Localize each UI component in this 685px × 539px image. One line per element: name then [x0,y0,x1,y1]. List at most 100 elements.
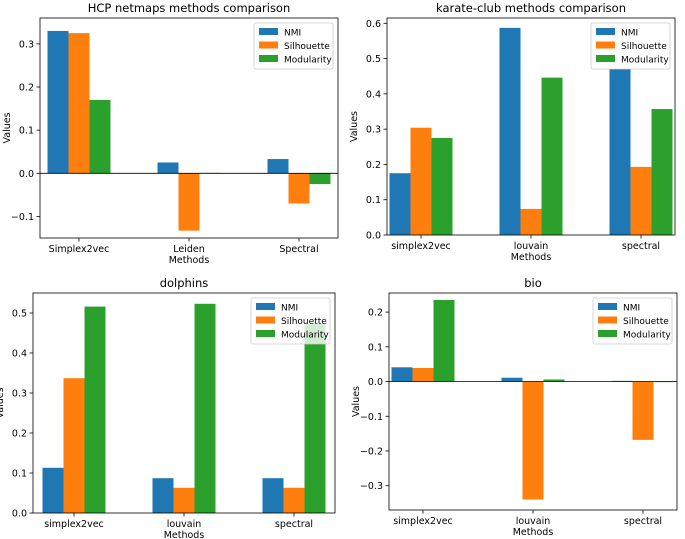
bar-nmi-louvain [152,478,174,513]
x-axis-label: Methods [513,527,554,538]
x-axis-label: Methods [164,530,205,539]
bar-silhouette-simplex2vec [68,33,90,174]
bar-nmi-simplex2vec [47,30,69,174]
x-tick-label: Spectral [279,244,318,255]
axes-frame [386,17,676,236]
bar-nmi-simplex2vec [391,367,413,382]
x-tick-label: Simplex2vec [49,244,110,255]
bar-silhouette-simplex2vec [412,368,434,382]
x-axis-label: Methods [511,252,552,263]
axes-frame [32,292,336,514]
x-tick-label: Leiden [173,244,205,255]
legend-label-nmi: NMI [623,304,640,314]
bar-modularity-simplex2vec [431,137,453,235]
bar-modularity-louvain [541,77,563,235]
y-tick-label: 0.0 [368,377,383,388]
legend-swatch-silhouette [256,316,275,324]
bar-silhouette-louvain [520,208,542,235]
bar-modularity-simplex2vec [84,306,106,513]
bar-modularity-simplex2vec [433,299,455,382]
y-tick-label: 0.3 [12,389,27,400]
legend-swatch-nmi [596,28,615,35]
bar-nmi-leiden [157,162,179,174]
legend-swatch-silhouette [596,41,615,49]
bar-nmi-louvain [501,377,523,382]
chart-panel-4: simplex2vec louvain spectral −0.3 −0.2 −0.1 0.… [351,276,678,538]
legend-swatch-silhouette [598,316,617,324]
y-tick-label: 0.1 [19,126,34,137]
legend-label-nmi: NMI [284,29,301,39]
bar-nmi-simplex2vec [389,173,411,235]
bar-silhouette-spectral [283,487,305,513]
bar-nmi-spectral [267,159,289,174]
bar-silhouette-spectral [632,381,654,440]
legend-swatch-modularity [598,330,617,337]
legend-swatch-modularity [596,55,615,62]
y-tick-label: 0.6 [366,19,381,30]
y-tick-label: 0.2 [12,429,27,440]
legend-label-nmi: NMI [621,29,638,39]
y-tick-label: 0.3 [366,125,381,136]
legend-label-nmi: NMI [281,304,298,314]
y-tick-label: 0.2 [19,83,34,94]
y-tick-label: 0.4 [12,349,27,360]
bar-modularity-spectral [309,173,331,185]
y-axis-label: Values [349,111,360,142]
legend: NMI Silhouette Modularity [250,297,331,345]
legend-swatch-nmi [598,303,617,310]
y-tick-label: 0.5 [12,309,27,320]
legend-label-silhouette: Silhouette [281,317,327,327]
bar-silhouette-louvain [522,381,544,500]
bar-silhouette-spectral [630,166,652,235]
bar-nmi-simplex2vec [42,467,64,513]
chart-title: HCP netmaps methods comparison [88,1,291,15]
legend-label-modularity: Modularity [623,331,671,341]
bar-silhouette-louvain [173,487,195,513]
bar-modularity-simplex2vec [89,99,111,174]
legend-swatch-nmi [256,303,275,310]
chart-title: karate-club methods comparison [436,1,626,15]
x-tick-label: simplex2vec [44,519,104,530]
bar-modularity-spectral [651,109,673,235]
legend-label-silhouette: Silhouette [623,317,669,327]
axes-frame [388,292,678,511]
y-tick-label: −0.2 [360,446,383,457]
legend-swatch-modularity [256,330,275,337]
y-axis-label: Values [351,386,362,417]
y-axis-label: Values [2,112,13,143]
y-tick-label: 0.2 [368,308,383,319]
legend-label-silhouette: Silhouette [621,42,667,52]
legend-label-modularity: Modularity [621,56,669,66]
bar-modularity-louvain [194,303,216,513]
x-tick-label: louvain [514,241,549,252]
y-tick-label: −0.1 [360,412,383,423]
bar-silhouette-spectral [288,173,310,204]
bar-silhouette-leiden [178,173,200,231]
x-tick-label: spectral [624,516,662,527]
y-tick-label: −0.3 [360,481,383,492]
bar-modularity-spectral [304,324,326,513]
legend: NMI Silhouette Modularity [253,22,334,70]
y-tick-label: 0.1 [366,195,381,206]
y-tick-label: 0.1 [368,342,383,353]
legend-swatch-silhouette [259,41,278,49]
bar-nmi-louvain [499,27,521,235]
x-tick-label: spectral [622,241,660,252]
legend-swatch-nmi [259,28,278,35]
y-tick-label: 0.2 [366,160,381,171]
x-tick-label: spectral [275,519,313,530]
bar-nmi-spectral [609,69,631,235]
y-tick-label: −0.1 [11,212,34,223]
y-tick-label: 0.0 [366,231,381,242]
bar-modularity-louvain [543,379,565,382]
x-tick-label: simplex2vec [393,516,453,527]
x-tick-label: louvain [516,516,551,527]
y-axis-label: Values [0,387,6,418]
bar-nmi-spectral [262,478,284,513]
legend-label-modularity: Modularity [284,56,332,66]
legend-swatch-modularity [259,55,278,62]
y-tick-label: 0.0 [12,509,27,520]
legend: NMI Silhouette Modularity [590,22,671,70]
y-tick-label: 0.3 [19,39,34,50]
